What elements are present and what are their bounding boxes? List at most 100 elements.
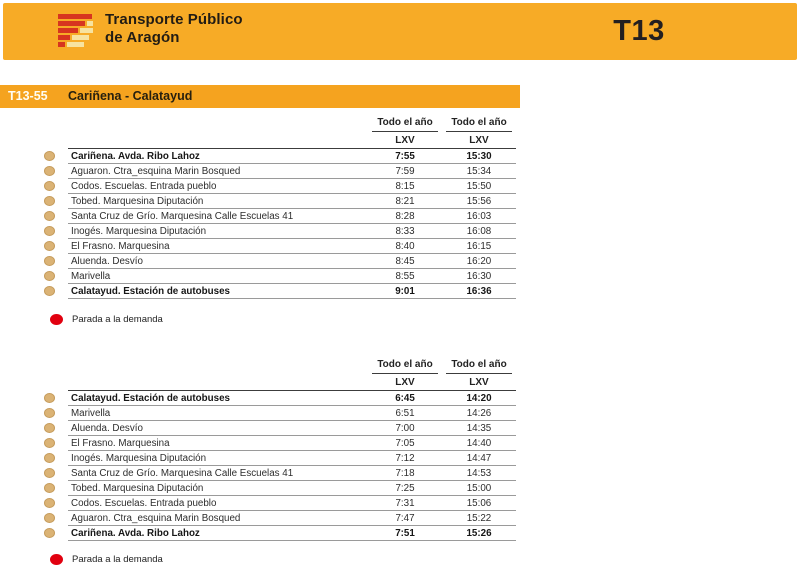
stop-bullet-icon [44,211,55,221]
route-code-badge: T13 [613,15,665,47]
stop-bullet-cell [30,239,68,254]
stop-name: El Frasno. Marquesina [68,238,368,254]
stop-bullet-cell [30,451,68,466]
stop-bullet-cell [30,526,68,541]
stop-name: Inogés. Marquesina Diputación [68,450,368,466]
timetable-return-table: Todo el año Todo el año LXV LXV Calatayu… [30,352,516,541]
departure-time-col1: 8:21 [368,193,442,209]
departure-time-col1: 7:31 [368,495,442,511]
stop-name: Marivella [68,268,368,284]
departure-time-col1: 8:28 [368,208,442,224]
departure-time-col1: 8:45 [368,253,442,269]
stop-bullet-cell [30,194,68,209]
departure-time-col1: 7:59 [368,163,442,179]
stop-name: Santa Cruz de Grío. Marquesina Calle Esc… [68,208,368,224]
stop-name: Aguaron. Ctra_esquina Marin Bosqued [68,163,368,179]
departure-time-col2: 15:34 [442,163,516,179]
stop-bullet-cell [30,224,68,239]
aragon-stripes-logo-icon [58,14,94,54]
season-header: Todo el año [368,110,442,132]
table-row: Aluenda. Desvío 8:45 16:20 [30,253,516,269]
departure-time-col2: 14:35 [442,420,516,436]
departure-time-col1: 6:51 [368,405,442,421]
table-row: Tobed. Marquesina Diputación 7:25 15:00 [30,480,516,496]
departure-time-col2: 15:50 [442,178,516,194]
brand-title: Transporte Público de Aragón [105,11,243,46]
departure-time-col2: 14:20 [442,390,516,406]
table-row: Cariñena. Avda. Ribo Lahoz 7:51 15:26 [30,525,516,541]
timetable-return: Todo el año Todo el año LXV LXV Calatayu… [30,352,516,541]
table-row: Aluenda. Desvío 7:00 14:35 [30,420,516,436]
stop-bullet-icon [44,166,55,176]
table-row: Calatayud. Estación de autobuses 6:45 14… [30,390,516,406]
stop-name: Tobed. Marquesina Diputación [68,480,368,496]
season-header-row: Todo el año Todo el año [30,352,516,374]
table-row: Marivella 8:55 16:30 [30,268,516,284]
stop-bullet-icon [44,151,55,161]
stop-bullet-icon [44,271,55,281]
stop-name: Inogés. Marquesina Diputación [68,223,368,239]
departure-time-col1: 6:45 [368,390,442,406]
stop-bullet-icon [44,196,55,206]
season-header: Todo el año [442,110,516,132]
stop-bullet-cell [30,391,68,406]
stop-bullet-cell [30,466,68,481]
table-row: El Frasno. Marquesina 7:05 14:40 [30,435,516,451]
departure-time-col1: 7:51 [368,525,442,541]
table-row: Calatayud. Estación de autobuses 9:01 16… [30,283,516,299]
departure-time-col1: 7:12 [368,450,442,466]
stop-bullet-icon [44,241,55,251]
stop-name: Aguaron. Ctra_esquina Marin Bosqued [68,510,368,526]
departure-time-col2: 16:20 [442,253,516,269]
route-name-label: Cariñena - Calatayud [68,89,193,103]
table-row: Santa Cruz de Grío. Marquesina Calle Esc… [30,208,516,224]
stop-name: Cariñena. Avda. Ribo Lahoz [68,525,368,541]
departure-time-col1: 7:47 [368,510,442,526]
stop-bullet-icon [44,468,55,478]
days-header-row: LXV LXV [30,374,516,391]
table-row: Aguaron. Ctra_esquina Marin Bosqued 7:47… [30,510,516,526]
season-header-row: Todo el año Todo el año [30,110,516,132]
departure-time-col1: 8:15 [368,178,442,194]
departure-time-col2: 15:06 [442,495,516,511]
stop-bullet-cell [30,149,68,164]
season-header: Todo el año [442,352,516,374]
departure-time-col2: 15:56 [442,193,516,209]
stop-name: Calatayud. Estación de autobuses [68,390,368,406]
route-title-bar: T13-55 Cariñena - Calatayud [0,85,520,108]
timetable-outbound-table: Todo el año Todo el año LXV LXV Cariñena… [30,110,516,299]
table-row: Cariñena. Avda. Ribo Lahoz 7:55 15:30 [30,148,516,164]
stop-bullet-cell [30,511,68,526]
stop-bullet-cell [30,254,68,269]
table-row: Santa Cruz de Grío. Marquesina Calle Esc… [30,465,516,481]
stop-bullet-cell [30,209,68,224]
table-row: Codos. Escuelas. Entrada pueblo 7:31 15:… [30,495,516,511]
departure-time-col1: 8:55 [368,268,442,284]
on-demand-legend: Parada a la demanda [50,551,163,568]
stop-bullet-cell [30,496,68,511]
on-demand-legend: Parada a la demanda [50,311,163,328]
stop-bullet-cell [30,164,68,179]
stop-bullet-cell [30,269,68,284]
departure-time-col2: 14:53 [442,465,516,481]
stop-bullet-cell [30,179,68,194]
stop-bullet-icon [44,408,55,418]
brand-title-line1: Transporte Público [105,11,243,28]
departure-time-col1: 9:01 [368,283,442,299]
stop-name: El Frasno. Marquesina [68,435,368,451]
departure-time-col2: 16:36 [442,283,516,299]
departure-time-col1: 7:18 [368,465,442,481]
stop-bullet-cell [30,436,68,451]
days-header: LXV [368,132,442,149]
departure-time-col2: 16:30 [442,268,516,284]
stop-bullet-cell [30,406,68,421]
on-demand-label: Parada a la demanda [72,314,163,325]
stop-bullet-icon [44,286,55,296]
departure-time-col1: 7:55 [368,148,442,164]
on-demand-stop-icon [50,554,63,565]
departure-time-col2: 16:08 [442,223,516,239]
departure-time-col2: 14:47 [442,450,516,466]
stop-name: Aluenda. Desvío [68,253,368,269]
stop-bullet-icon [44,483,55,493]
stop-name: Calatayud. Estación de autobuses [68,283,368,299]
